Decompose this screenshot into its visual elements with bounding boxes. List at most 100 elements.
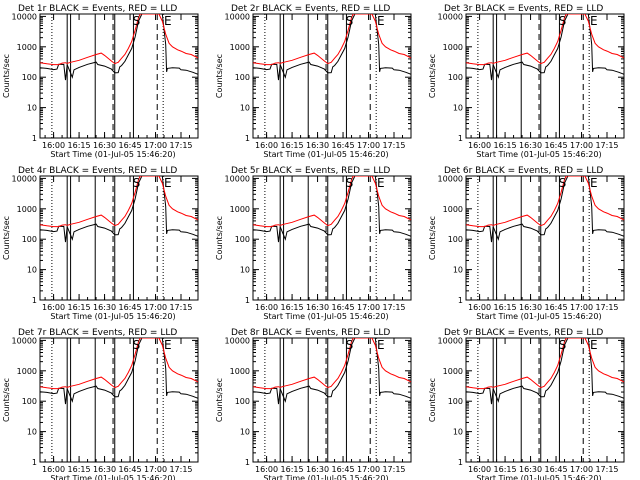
marker-s-label: S xyxy=(559,176,567,190)
x-tick-label: 16:00 xyxy=(468,303,491,312)
series-lld-line xyxy=(253,14,411,66)
y-axis-label: Counts/sec xyxy=(428,54,437,98)
detector-chart-7: Det 7r BLACK = Events, RED = LLD 1 10 100 10… xyxy=(2,328,199,480)
y-tick-label: 1000 xyxy=(17,205,37,214)
x-tick-label: 16:00 xyxy=(255,303,278,312)
y-tick-label: 100 xyxy=(235,73,250,82)
y-tick-label: 10 xyxy=(27,428,37,437)
marker-s-label: S xyxy=(133,176,141,190)
chart-title: Det 3r BLACK = Events, RED = LLD xyxy=(444,4,603,14)
plot-frame xyxy=(39,175,199,301)
x-tick-label: 17:00 xyxy=(144,141,167,150)
detector-chart-6: Det 6r BLACK = Events, RED = LLD 1 10 100 10… xyxy=(428,166,625,321)
x-tick-label: 17:15 xyxy=(595,141,618,150)
x-tick-label: 16:00 xyxy=(468,465,491,474)
y-tick-label: 10 xyxy=(27,266,37,275)
series-lld-line xyxy=(253,176,411,228)
x-tick-label: 17:00 xyxy=(570,141,593,150)
chart-title: Det 6r BLACK = Events, RED = LLD xyxy=(444,166,603,176)
plot-frame xyxy=(465,175,625,301)
y-tick-label: 10 xyxy=(240,266,250,275)
x-tick-label: 17:15 xyxy=(382,141,405,150)
x-tick-label: 16:30 xyxy=(519,141,542,150)
y-tick-label: 10 xyxy=(27,104,37,113)
marker-e-label: E xyxy=(590,338,598,352)
chart-title: Det 5r BLACK = Events, RED = LLD xyxy=(231,166,390,176)
detector-chart-3: Det 3r BLACK = Events, RED = LLD 1 10 100 10… xyxy=(428,4,625,159)
plot-frame xyxy=(252,337,412,463)
x-tick-label: 16:45 xyxy=(119,465,142,474)
marker-e-label: E xyxy=(164,14,172,28)
y-tick-label: 10 xyxy=(240,428,250,437)
marker-e-label: E xyxy=(377,176,385,190)
x-axis-label: Start Time (01-Jul-05 15:46:20) xyxy=(50,312,175,321)
x-tick-label: 17:15 xyxy=(169,465,192,474)
marker-e-label: E xyxy=(164,176,172,190)
x-axis-label: Start Time (01-Jul-05 15:46:20) xyxy=(263,150,388,159)
x-tick-label: 16:00 xyxy=(42,303,65,312)
plot-frame xyxy=(252,175,412,301)
y-tick-label: 10 xyxy=(453,428,463,437)
x-tick-label: 16:45 xyxy=(332,303,355,312)
x-tick-label: 16:15 xyxy=(494,303,517,312)
x-tick-label: 16:00 xyxy=(42,465,65,474)
y-tick-label: 1000 xyxy=(230,205,250,214)
series-events-line xyxy=(253,338,411,405)
y-axis-label: Counts/sec xyxy=(2,54,11,98)
x-tick-label: 16:45 xyxy=(545,141,568,150)
series-events-line xyxy=(466,176,624,243)
x-tick-label: 16:00 xyxy=(255,465,278,474)
y-axis-label: Counts/sec xyxy=(215,378,224,422)
x-tick-label: 16:30 xyxy=(306,303,329,312)
x-tick-label: 16:00 xyxy=(468,141,491,150)
y-tick-label: 100 xyxy=(235,397,250,406)
chart-title: Det 4r BLACK = Events, RED = LLD xyxy=(18,166,177,176)
y-axis-label: Counts/sec xyxy=(215,54,224,98)
x-tick-label: 17:00 xyxy=(144,465,167,474)
marker-s-label: S xyxy=(133,14,141,28)
series-events-line xyxy=(40,14,198,81)
marker-e-label: E xyxy=(590,176,598,190)
marker-s-label: S xyxy=(346,176,354,190)
marker-s-label: S xyxy=(346,338,354,352)
x-tick-label: 17:15 xyxy=(595,465,618,474)
series-lld-line xyxy=(40,14,198,66)
x-tick-label: 16:15 xyxy=(68,465,91,474)
x-tick-label: 16:15 xyxy=(68,303,91,312)
y-tick-label: 100 xyxy=(22,397,37,406)
plot-frame xyxy=(39,337,199,463)
x-tick-label: 16:30 xyxy=(519,465,542,474)
series-events-line xyxy=(466,14,624,81)
y-tick-label: 10000 xyxy=(438,336,463,345)
x-tick-label: 16:15 xyxy=(281,141,304,150)
y-tick-label: 1000 xyxy=(230,367,250,376)
x-tick-label: 16:00 xyxy=(42,141,65,150)
y-tick-label: 10000 xyxy=(225,336,250,345)
y-tick-label: 1 xyxy=(32,296,37,305)
y-tick-label: 1 xyxy=(32,134,37,143)
chart-title: Det 2r BLACK = Events, RED = LLD xyxy=(231,4,390,14)
y-tick-label: 1 xyxy=(245,296,250,305)
x-tick-label: 16:15 xyxy=(494,141,517,150)
series-lld-line xyxy=(40,176,198,228)
series-lld-line xyxy=(466,176,624,228)
x-tick-label: 16:30 xyxy=(93,303,116,312)
x-axis-label: Start Time (01-Jul-05 15:46:20) xyxy=(476,474,601,480)
marker-e-label: E xyxy=(164,338,172,352)
x-axis-label: Start Time (01-Jul-05 15:46:20) xyxy=(476,150,601,159)
plot-frame xyxy=(39,13,199,139)
detector-chart-8: Det 8r BLACK = Events, RED = LLD 1 10 100 10… xyxy=(215,328,412,480)
detector-chart-9: Det 9r BLACK = Events, RED = LLD 1 10 100 10… xyxy=(428,328,625,480)
y-tick-label: 1000 xyxy=(443,367,463,376)
x-tick-label: 17:00 xyxy=(357,141,380,150)
x-tick-label: 16:15 xyxy=(494,465,517,474)
x-tick-label: 17:15 xyxy=(595,303,618,312)
x-tick-label: 17:00 xyxy=(144,303,167,312)
plot-frame xyxy=(252,13,412,139)
y-tick-label: 1000 xyxy=(17,43,37,52)
y-axis-label: Counts/sec xyxy=(2,216,11,260)
x-tick-label: 17:15 xyxy=(169,141,192,150)
x-tick-label: 16:45 xyxy=(119,303,142,312)
y-axis-label: Counts/sec xyxy=(428,378,437,422)
x-axis-label: Start Time (01-Jul-05 15:46:20) xyxy=(263,312,388,321)
